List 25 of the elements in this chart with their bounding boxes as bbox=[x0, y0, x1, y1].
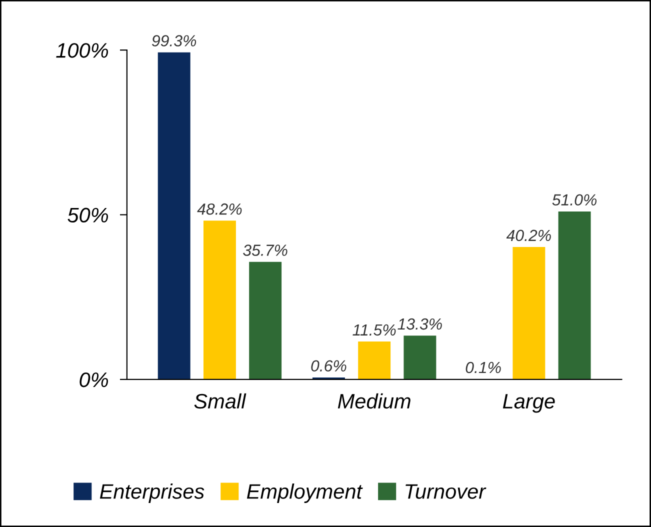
x-tick-label: Small bbox=[194, 393, 246, 409]
data-label: 40.2% bbox=[506, 230, 551, 242]
bar bbox=[158, 52, 190, 380]
bar bbox=[404, 336, 436, 380]
x-tick-label: Large bbox=[502, 394, 555, 413]
legend-label: Turnover bbox=[406, 484, 486, 499]
bar bbox=[203, 220, 236, 380]
y-tick-label: 100% bbox=[56, 43, 108, 58]
data-label: 11.5% bbox=[352, 324, 396, 336]
data-label: 0.6% bbox=[311, 360, 346, 372]
legend-label: Employment bbox=[246, 484, 363, 503]
data-label: 13.3% bbox=[398, 318, 442, 330]
x-tick-label: Medium bbox=[338, 393, 410, 409]
bar bbox=[512, 247, 546, 380]
legend-label: Enterprises bbox=[100, 484, 204, 503]
data-label: 48.2% bbox=[197, 203, 242, 215]
data-label: 0.1% bbox=[466, 362, 501, 374]
data-label: 99.3% bbox=[152, 35, 196, 46]
data-label: 51.0% bbox=[552, 194, 597, 206]
y-tick-label: 50% bbox=[68, 208, 108, 223]
bar bbox=[249, 262, 282, 380]
data-label: 35.7% bbox=[243, 244, 288, 256]
bar bbox=[558, 211, 591, 380]
bar bbox=[358, 342, 391, 380]
y-tick-label: 0% bbox=[80, 372, 108, 388]
